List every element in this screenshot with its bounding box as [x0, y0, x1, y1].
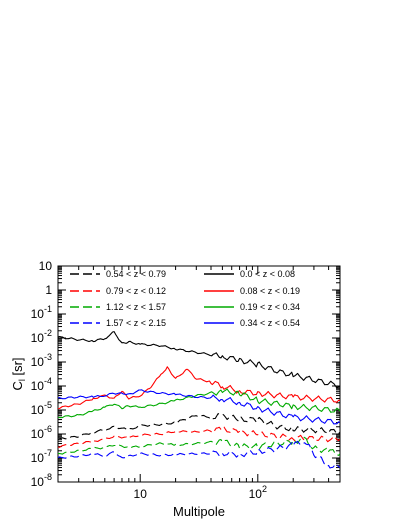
- x-tick-label-base: 10: [134, 487, 148, 501]
- x-tick-label-exp: 2: [262, 484, 267, 494]
- y-tick-label-base: 10: [31, 403, 45, 417]
- y-tick-label-exp: -6: [44, 424, 52, 434]
- series-line: [58, 388, 340, 419]
- y-tick-label-exp: -7: [44, 448, 52, 458]
- legend-label: 0.08 < z < 0.19: [240, 286, 300, 296]
- y-axis-title-main: C: [10, 381, 25, 390]
- y-tick-label-base: 10: [39, 259, 53, 273]
- series-line: [58, 426, 340, 448]
- y-tick-label: 10-8: [31, 472, 52, 489]
- legend-label: 1.57 < z < 2.15: [106, 318, 166, 328]
- plot-frame: [57, 265, 341, 483]
- legend-label: 0.34 < z < 0.54: [240, 318, 300, 328]
- y-tick-label-base: 10: [31, 331, 45, 345]
- x-tick-labels: 10 102: [134, 484, 267, 501]
- legend: 0.54 < z < 0.79 0.79 < z < 0.12 1.12 < z <…: [70, 269, 300, 328]
- series-line: [58, 366, 340, 410]
- x-tick-label: 102: [249, 484, 267, 501]
- y-tick-label-exp: -2: [44, 328, 52, 338]
- legend-label: 0.54 < z < 0.79: [106, 269, 166, 279]
- y-tick-label: 10-4: [31, 376, 52, 393]
- y-tick-label-exp: -5: [44, 400, 52, 410]
- y-tick-label-base: 10: [31, 451, 45, 465]
- y-tick-label: 10-1: [31, 304, 52, 321]
- y-tick-label: 10-5: [31, 400, 52, 417]
- legend-label: 0.0 < z < 0.08: [240, 269, 295, 279]
- y-axis-title-unit: [sr]: [10, 357, 25, 379]
- x-tick-label: 10: [134, 487, 148, 501]
- y-tick-label-base: 1: [45, 283, 52, 297]
- x-tick-label-base: 10: [249, 487, 263, 501]
- y-tick-label: 10-6: [31, 424, 52, 441]
- y-tick-label-base: 10: [31, 379, 45, 393]
- y-axis-title-sub: l: [17, 379, 27, 381]
- y-tick-label-base: 10: [31, 355, 45, 369]
- y-tick-label-exp: -1: [44, 304, 52, 314]
- y-tick-label-exp: -4: [44, 376, 52, 386]
- series-line: [58, 331, 340, 389]
- legend-label: 1.12 < z < 1.57: [106, 302, 166, 312]
- x-axis-title: Multipole: [173, 504, 225, 519]
- y-tick-label-exp: -8: [44, 472, 52, 482]
- y-tick-label-base: 10: [31, 427, 45, 441]
- y-tick-label: 10-2: [31, 328, 52, 345]
- series-lines: [58, 331, 340, 469]
- series-line: [58, 436, 340, 456]
- y-tick-label-base: 10: [31, 307, 45, 321]
- legend-label: 0.79 < z < 0.12: [106, 286, 166, 296]
- y-tick-label-base: 10: [31, 475, 45, 489]
- y-tick-label: 1: [45, 283, 52, 297]
- y-tick-label: 10-3: [31, 352, 52, 369]
- y-tick-label: 10: [39, 259, 53, 273]
- y-tick-label-exp: -3: [44, 352, 52, 362]
- y-axis-title: Cl [sr]: [10, 357, 27, 390]
- y-tick-label: 10-7: [31, 448, 52, 465]
- series-line: [58, 389, 340, 425]
- legend-label: 0.19 < z < 0.34: [240, 302, 300, 312]
